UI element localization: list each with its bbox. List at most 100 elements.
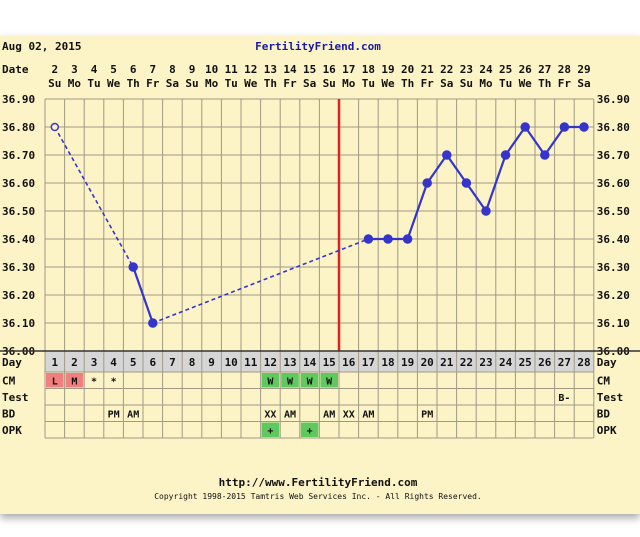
temp-line	[524, 126, 546, 156]
weekday-label: Tu	[499, 77, 512, 90]
temp-line	[543, 126, 566, 156]
date-label: 6	[130, 63, 137, 76]
date-label: 4	[91, 63, 98, 76]
temp-line	[132, 266, 154, 324]
cm-cell: *	[91, 377, 97, 388]
temp-point	[500, 150, 511, 160]
bd-cell: AM	[127, 410, 139, 421]
footer-url: http://www.FertilityFriend.com	[219, 476, 418, 489]
date-label: 18	[362, 63, 375, 76]
temp-point	[579, 122, 589, 132]
bd-cell: AM	[284, 410, 296, 421]
bd-row-label-right: BD	[597, 408, 611, 421]
weekday-label: Mo	[342, 77, 356, 90]
date-label: 28	[558, 63, 571, 76]
date-label: 23	[460, 63, 473, 76]
cm-row-label: CM	[2, 375, 16, 388]
date-label: 19	[381, 63, 394, 76]
temp-line	[406, 182, 429, 240]
temp-point	[540, 150, 550, 160]
cycle-day-label: 18	[381, 356, 394, 369]
y-tick-label-right: 36.60	[597, 177, 630, 190]
y-tick-label: 36.90	[2, 93, 35, 106]
temp-point	[402, 234, 413, 244]
weekday-label: Tu	[225, 77, 238, 90]
chart-card: Aug 02, 2015 FertilityFriend.com Date 2 Su 3 M…	[0, 36, 640, 514]
bd-row-label: BD	[2, 408, 16, 421]
weekday-label: We	[381, 77, 395, 90]
test-row-label-right: Test	[597, 391, 624, 404]
cm-cell: W	[267, 377, 274, 388]
day-row-label-right: Day	[597, 356, 617, 369]
y-tick-label-right: 36.90	[597, 93, 630, 106]
cycle-day-label: 28	[577, 356, 590, 369]
cycle-day-label: 9	[208, 356, 215, 369]
date-label: 7	[149, 63, 156, 76]
cycle-day-label: 24	[499, 356, 513, 369]
cm-cell: L	[52, 377, 58, 388]
temp-point	[520, 122, 530, 132]
y-tick-label: 36.30	[2, 261, 35, 274]
y-tick-label: 36.40	[2, 233, 35, 246]
cm-cell-bg	[46, 373, 64, 388]
cycle-day-label: 5	[130, 356, 137, 369]
weekday-label: Fr	[146, 77, 160, 90]
y-tick-label-right: 36.10	[597, 317, 630, 330]
weekday-label: Su	[323, 77, 336, 90]
temp-line-dashed	[54, 126, 134, 268]
temp-point	[481, 206, 491, 216]
cycle-day-label: 21	[440, 356, 454, 369]
weekday-label: We	[244, 77, 258, 90]
cycle-day-label: 10	[225, 356, 238, 369]
cycle-day-label: 19	[401, 356, 414, 369]
cycle-day-label: 2	[71, 356, 78, 369]
cycle-day-label: 14	[303, 356, 317, 369]
bd-cell: AM	[323, 410, 335, 421]
date-label: 8	[169, 63, 176, 76]
temp-point	[442, 150, 452, 160]
site-title: FertilityFriend.com	[255, 40, 381, 53]
cycle-day-label: 13	[283, 356, 296, 369]
y-tick-label-right: 36.80	[597, 121, 630, 134]
cm-cell-bg	[300, 373, 319, 388]
cm-cell: W	[307, 377, 314, 388]
weekday-label: Sa	[303, 77, 316, 90]
date-row-label: Date	[2, 63, 29, 76]
copyright-text: Copyright 1998-2015 Tamtris Web Services…	[154, 492, 482, 501]
opk-row-label: OPK	[2, 424, 22, 437]
y-tick-label-right: 36.70	[597, 149, 630, 162]
weekday-label: Th	[127, 77, 140, 90]
cycle-day-label: 4	[110, 356, 117, 369]
date-label: 3	[71, 63, 78, 76]
cm-cell: W	[287, 377, 294, 388]
y-tick-label: 36.80	[2, 121, 35, 134]
day-row-label: Day	[2, 356, 22, 369]
date-label: 10	[205, 63, 218, 76]
bd-cell: XX	[264, 410, 276, 421]
date-label: 22	[440, 63, 453, 76]
cm-cell: M	[71, 377, 77, 388]
weekday-label: Mo	[205, 77, 219, 90]
date-label: 27	[538, 63, 551, 76]
y-tick-label: 36.50	[2, 205, 35, 218]
weekday-label: Fr	[558, 77, 572, 90]
cycle-day-label: 1	[51, 356, 58, 369]
y-tick-label-right: 36.40	[597, 233, 630, 246]
cycle-day-label: 26	[538, 356, 552, 369]
temp-point	[128, 262, 138, 272]
temp-point	[363, 234, 374, 244]
weekday-label: Tu	[362, 77, 375, 90]
cycle-day-label: 25	[519, 356, 532, 369]
weekday-label: Sa	[577, 77, 590, 90]
temp-line	[484, 154, 507, 212]
weekday-label: Su	[48, 77, 61, 90]
opk-cell: +	[307, 426, 313, 437]
temp-point	[50, 122, 60, 132]
date-label: 2	[51, 63, 58, 76]
date-label: 14	[283, 63, 297, 76]
temp-point	[461, 178, 472, 188]
temp-line	[465, 182, 487, 212]
test-row-label: Test	[2, 391, 29, 404]
cycle-day-label: 27	[558, 356, 571, 369]
temp-point	[559, 122, 570, 132]
